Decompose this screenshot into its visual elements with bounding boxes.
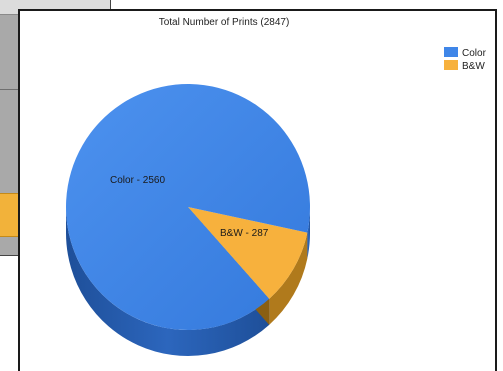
legend-swatch-bw bbox=[444, 60, 458, 70]
slice-labels: B&W - 287 Color - 2560 bbox=[110, 175, 269, 239]
pie-slices bbox=[65, 83, 310, 356]
background-divider bbox=[110, 0, 111, 14]
legend-label-color: Color bbox=[462, 48, 487, 59]
slice-label-color: Color - 2560 bbox=[110, 175, 165, 186]
slice-bw[interactable] bbox=[188, 207, 308, 299]
legend-label-bw: B&W bbox=[462, 61, 485, 72]
slice-side-bw bbox=[269, 232, 308, 325]
chart-panel: Total Number of Prints (2847) B&W - 287 C… bbox=[18, 9, 497, 371]
legend: Color B&W bbox=[444, 47, 487, 72]
chart-title: Total Number of Prints (2847) bbox=[159, 17, 290, 28]
slice-side-color bbox=[66, 207, 270, 356]
slice-label-bw: B&W - 287 bbox=[220, 228, 269, 239]
legend-swatch-color bbox=[444, 47, 458, 57]
background-lower-panel bbox=[0, 255, 20, 371]
slice-side-color bbox=[307, 207, 310, 259]
pie-chart: Total Number of Prints (2847) B&W - 287 C… bbox=[65, 17, 487, 356]
slice-color[interactable] bbox=[65, 83, 310, 330]
